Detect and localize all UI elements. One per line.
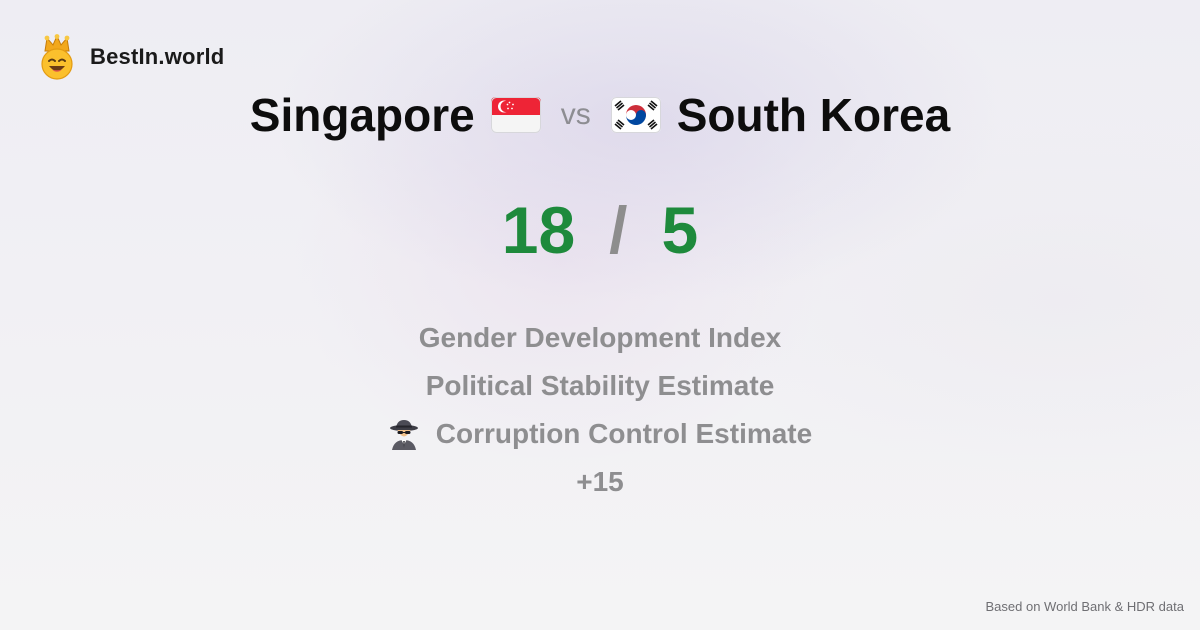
vs-label: vs	[560, 98, 591, 131]
more-metrics-count[interactable]: +15	[576, 458, 624, 506]
comparison-title: Singapore vs South K	[0, 88, 1200, 142]
more-metrics-label: +15	[576, 466, 624, 497]
right-country-name: South Korea	[676, 89, 951, 141]
data-source-note: Based on World Bank & HDR data	[985, 599, 1184, 614]
metric-item: Political Stability Estimate	[426, 362, 775, 410]
brand-name: BestIn.world	[90, 44, 225, 69]
singapore-flag-icon	[490, 97, 541, 133]
left-country-name: Singapore	[249, 89, 475, 141]
metric-item: Corruption Control Estimate	[388, 410, 812, 458]
right-score: 5	[661, 193, 699, 267]
metric-list: Gender Development Index Political Stabi…	[0, 314, 1200, 506]
metric-label: Gender Development Index	[418, 322, 782, 353]
metric-item: Gender Development Index	[419, 314, 782, 362]
metric-label: Corruption Control Estimate	[435, 418, 813, 449]
crown-smiley-icon	[41, 34, 73, 80]
score-separator: /	[609, 193, 628, 267]
south-korea-flag-icon	[610, 97, 661, 133]
brand-header[interactable]: BestIn.world	[38, 34, 224, 80]
score-comparison: 18 / 5	[0, 192, 1200, 268]
left-score: 18	[501, 193, 576, 267]
metric-label: Political Stability Estimate	[425, 370, 775, 401]
spy-icon	[389, 420, 418, 450]
